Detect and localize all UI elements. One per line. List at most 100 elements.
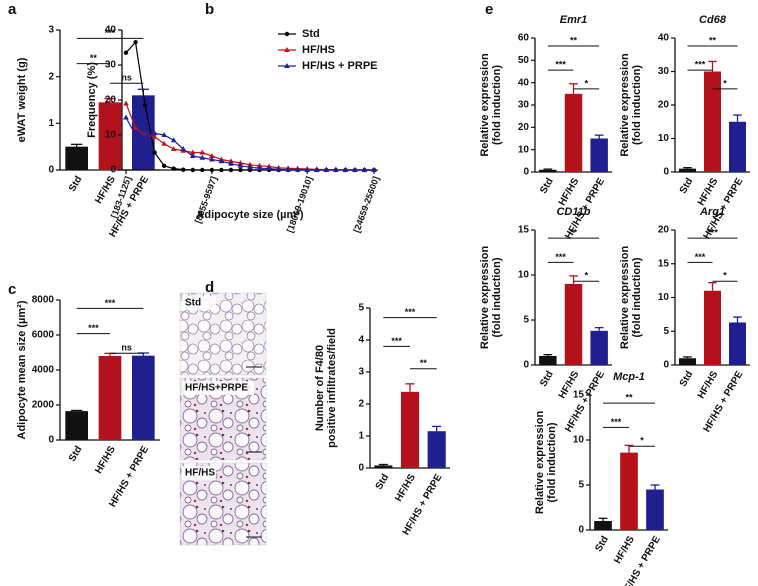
- y-tick-label: 10: [105, 130, 117, 141]
- marker: [313, 167, 320, 172]
- marker: [209, 167, 215, 173]
- y-tick-label: 2: [358, 399, 364, 410]
- y-tick-label: 3: [358, 367, 364, 378]
- significance-label: ***: [707, 227, 718, 237]
- marker: [342, 167, 349, 172]
- chart-title: Cd68: [699, 14, 727, 26]
- marker: [284, 47, 290, 52]
- bar: [679, 168, 696, 172]
- significance-label: ns: [121, 73, 132, 83]
- y-tick-label: 10: [658, 292, 670, 303]
- label-bg: [182, 466, 216, 480]
- y-tick-label: 50: [518, 55, 530, 66]
- panel-letter: a: [8, 1, 17, 18]
- panel-letter: e: [485, 1, 493, 18]
- marker: [304, 167, 311, 172]
- marker: [352, 167, 358, 172]
- marker: [161, 132, 167, 137]
- significance-label: ***: [405, 307, 416, 317]
- marker: [199, 154, 206, 160]
- bar: [374, 465, 393, 468]
- x-axis-label: Adipocyte size (µm²): [196, 209, 304, 221]
- y-tick-label: 30: [658, 66, 670, 77]
- x-tick-label: Std: [67, 174, 85, 193]
- significance-label: **: [709, 35, 717, 45]
- marker: [132, 132, 139, 137]
- y-tick-label: 40: [658, 33, 670, 44]
- x-tick-label: Std: [538, 176, 556, 195]
- marker: [161, 163, 167, 168]
- y-tick-label: 4000: [32, 365, 55, 376]
- y-tick-label: 10: [518, 270, 530, 281]
- marker: [218, 158, 225, 164]
- y-tick-label: 5: [358, 303, 364, 314]
- y-tick-label: 6000: [32, 330, 55, 341]
- x-tick-label: Std: [678, 176, 696, 195]
- histology-label: HF/HS: [185, 468, 215, 479]
- marker: [190, 167, 195, 173]
- marker: [228, 160, 234, 166]
- significance-label: ***: [611, 417, 622, 427]
- marker: [171, 166, 176, 171]
- x-tick-label: Std: [374, 472, 392, 491]
- y-tick-label: 30: [518, 100, 530, 111]
- bar: [729, 322, 746, 365]
- significance-label: **: [420, 358, 428, 368]
- bar: [564, 93, 583, 172]
- legend-label: HF/HS + PRPE: [302, 60, 378, 72]
- marker: [170, 137, 177, 143]
- significance-label: **: [570, 35, 578, 45]
- significance-label: *: [723, 78, 727, 88]
- marker: [123, 100, 129, 106]
- marker: [152, 150, 157, 155]
- x-tick-label: Std: [593, 534, 611, 553]
- chart-title: Emr1: [560, 14, 588, 26]
- significance-label: ***: [105, 28, 116, 38]
- significance-label: *: [585, 271, 589, 281]
- marker: [151, 130, 158, 136]
- marker: [238, 167, 243, 173]
- panel-letter: c: [8, 281, 16, 298]
- y-axis-label: Relative expression: [619, 53, 631, 157]
- x-tick-label: HF/HS: [696, 176, 721, 208]
- y-tick-label: 20: [658, 100, 670, 111]
- marker: [200, 167, 205, 173]
- significance-label: ***: [391, 336, 402, 346]
- x-tick-label: HF/HS: [393, 472, 418, 504]
- bar: [564, 284, 583, 365]
- y-tick-label: 10: [573, 435, 585, 446]
- y-tick-label: 5: [523, 315, 529, 326]
- marker: [371, 167, 377, 172]
- marker: [142, 103, 148, 108]
- label-bg: [182, 296, 216, 310]
- y-tick-label: 0: [48, 165, 54, 176]
- x-tick-label: HF/HS: [93, 444, 118, 476]
- marker: [189, 153, 196, 158]
- x-tick-label: HF/HS: [612, 534, 637, 566]
- y-tick-label: 15: [518, 225, 530, 236]
- y-axis-label: Frequency (%): [86, 62, 98, 138]
- y-tick-label: 40: [518, 77, 530, 88]
- significance-label: ***: [695, 252, 706, 262]
- chart-title: Mcp-1: [613, 371, 645, 383]
- bar: [132, 355, 155, 440]
- y-tick-label: 20: [518, 122, 530, 133]
- chart-title: Arg1: [699, 206, 725, 218]
- marker: [361, 167, 368, 172]
- y-axis-label: (fold induction): [631, 257, 643, 337]
- marker: [266, 165, 272, 171]
- significance-label: **: [90, 53, 98, 63]
- y-tick-label: 0: [110, 165, 116, 176]
- marker: [256, 165, 263, 171]
- y-axis-label: Relative expression: [619, 246, 631, 350]
- bar: [98, 356, 122, 440]
- histology-label: Std: [185, 298, 201, 309]
- bar: [65, 146, 88, 170]
- marker: [151, 133, 158, 139]
- legend-label: HF/HS: [302, 44, 335, 56]
- marker: [181, 167, 186, 172]
- marker: [323, 167, 330, 172]
- y-tick-label: 10: [658, 133, 670, 144]
